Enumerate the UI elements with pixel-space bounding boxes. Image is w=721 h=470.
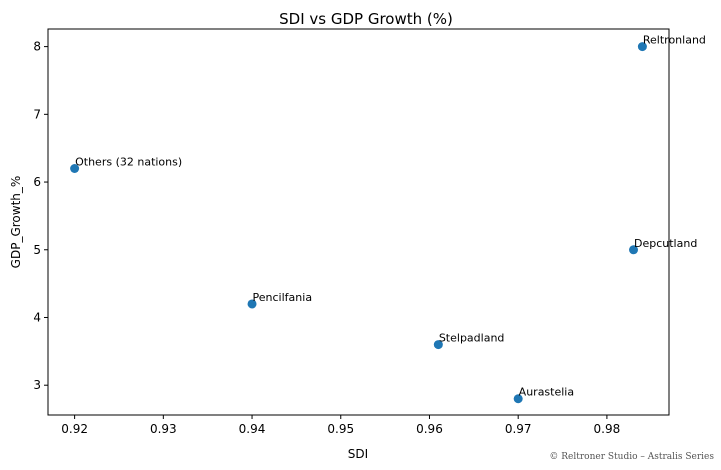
- point-label: Aurastelia: [519, 386, 574, 399]
- point-label: Others (32 nations): [75, 156, 182, 169]
- data-point: [247, 299, 257, 309]
- x-axis-label: SDI: [348, 447, 368, 461]
- y-tick-label: 6: [33, 175, 41, 189]
- point-label: Reltronland: [643, 34, 706, 47]
- plot-frame: [47, 28, 670, 416]
- x-tick-label: 0.95: [327, 422, 354, 436]
- y-tick-label: 7: [33, 107, 41, 121]
- x-tick-label: 0.97: [505, 422, 532, 436]
- x-tick-label: 0.98: [594, 422, 621, 436]
- point-label: Depcutland: [634, 237, 697, 250]
- data-point: [629, 245, 639, 255]
- chart-title: SDI vs GDP Growth (%): [279, 10, 453, 28]
- y-tick-label: 8: [33, 40, 41, 54]
- x-tick-label: 0.92: [61, 422, 88, 436]
- credit-watermark: © Reltroner Studio – Astralis Series: [549, 452, 714, 462]
- data-point: [433, 340, 443, 350]
- data-points: Others (32 nations) Pencilfania Stelpadlan…: [70, 34, 706, 404]
- y-axis: 3 4 5 6 7 8: [33, 40, 48, 392]
- x-tick-label: 0.94: [239, 422, 266, 436]
- point-label: Stelpadland: [439, 332, 505, 345]
- x-axis: 0.92 0.93 0.94 0.95 0.96 0.97 0.98: [61, 415, 620, 436]
- x-tick-label: 0.93: [150, 422, 177, 436]
- point-label: Pencilfania: [253, 291, 313, 304]
- x-tick-label: 0.96: [416, 422, 443, 436]
- y-tick-label: 3: [33, 378, 41, 392]
- data-point: [70, 164, 80, 174]
- data-point: [637, 42, 647, 52]
- y-tick-label: 5: [33, 243, 41, 257]
- y-axis-label: GDP_Growth_%: [9, 176, 23, 269]
- data-point: [513, 394, 523, 404]
- y-tick-label: 4: [33, 310, 41, 324]
